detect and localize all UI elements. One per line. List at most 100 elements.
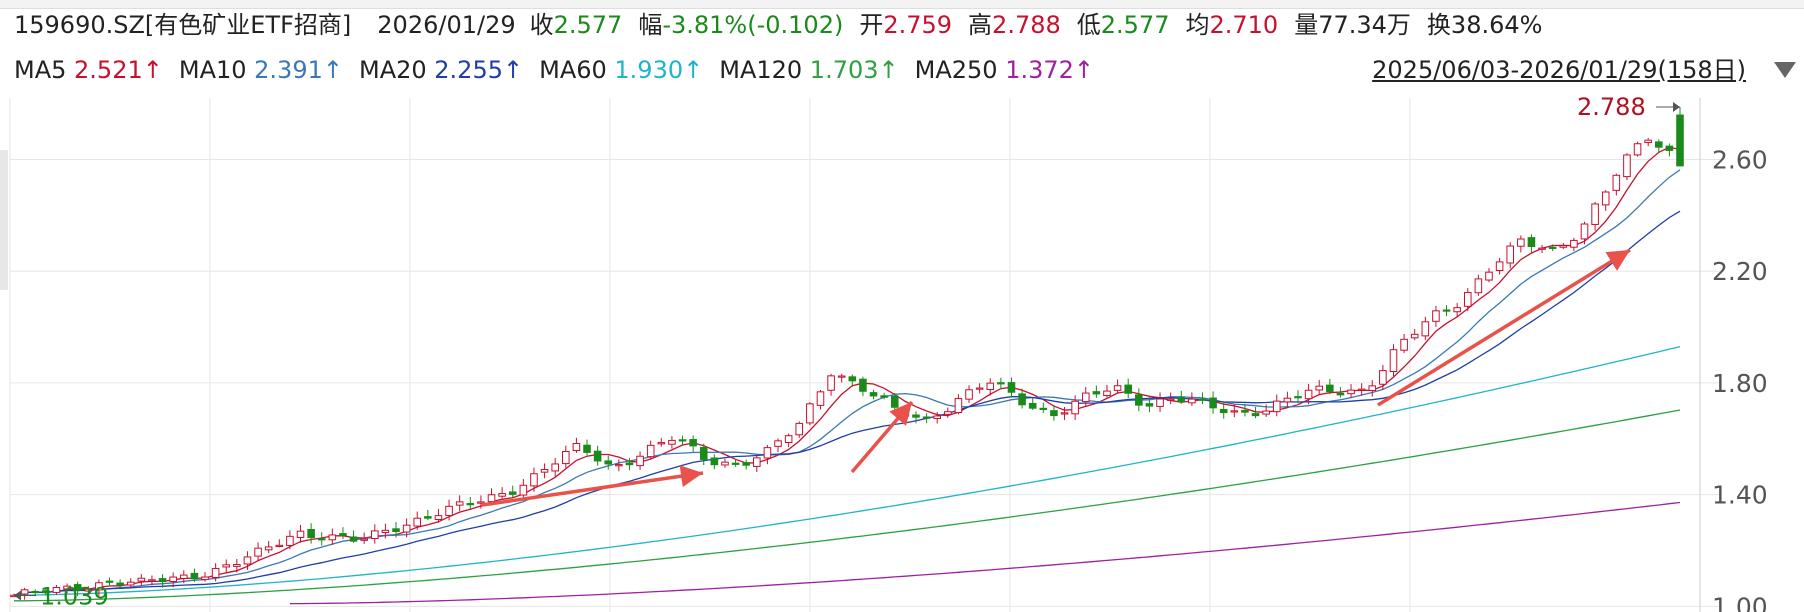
quote-value: 38.64% xyxy=(1450,11,1543,39)
candle-body xyxy=(498,493,506,497)
quote-item: 幅-3.81%(-0.102) xyxy=(638,11,843,39)
candle-body xyxy=(63,585,71,590)
candle-body xyxy=(1198,398,1207,401)
candle-body xyxy=(73,584,82,591)
candle-body xyxy=(816,391,825,406)
candle-body xyxy=(1060,412,1069,415)
ma60-line xyxy=(14,345,1681,596)
candle-body xyxy=(508,491,517,495)
quote-item: 开2.759 xyxy=(859,11,952,39)
ma-value: 2.391↑ xyxy=(254,56,343,84)
dropdown-triangle-icon[interactable] xyxy=(1774,62,1796,78)
candle-body xyxy=(1166,398,1175,401)
candle-body xyxy=(1241,409,1249,413)
candle-body xyxy=(466,503,475,506)
candle-body xyxy=(519,484,528,496)
candle-body xyxy=(1081,392,1090,403)
candle-body xyxy=(243,556,252,565)
candle-body xyxy=(360,538,368,541)
candle-body xyxy=(1124,384,1132,394)
candle-body xyxy=(339,533,347,536)
candle-body xyxy=(1538,247,1546,250)
candle-body xyxy=(1283,397,1292,403)
candle-body xyxy=(530,473,538,487)
quote-label: 量 xyxy=(1294,11,1319,39)
ma-label: MA5 xyxy=(14,56,75,84)
candle-body xyxy=(657,442,666,445)
candle-body xyxy=(837,375,846,378)
candle-body xyxy=(1092,391,1101,395)
trend-arrow-head xyxy=(889,402,912,426)
candle-body xyxy=(201,576,209,581)
candle-body xyxy=(1018,393,1026,406)
candle-body xyxy=(1304,389,1313,400)
candle-body xyxy=(721,461,729,466)
candle-body xyxy=(1219,409,1228,414)
side-handle[interactable] xyxy=(0,150,8,290)
candle-body xyxy=(477,501,485,504)
toolbar-strip xyxy=(0,0,1804,9)
candle-body xyxy=(859,378,867,392)
candle-body xyxy=(1506,245,1515,264)
quote-label: 开 xyxy=(859,11,884,39)
candle-body xyxy=(933,415,941,419)
candle-body xyxy=(986,382,995,391)
y-tick-label: 1.80 xyxy=(1712,369,1768,398)
candle-body xyxy=(763,447,772,459)
candle-body xyxy=(646,444,655,458)
candle-body xyxy=(1177,397,1186,403)
candle-body xyxy=(307,529,315,539)
ma-value: 1.930↑ xyxy=(614,56,704,84)
candle-body xyxy=(169,576,177,582)
candle-body xyxy=(233,564,241,567)
candle-body xyxy=(975,387,984,390)
ma-value: 1.372↑ xyxy=(1005,56,1095,84)
candle-body xyxy=(1389,349,1398,372)
candle-body xyxy=(222,564,231,568)
quote-value: 2.759 xyxy=(883,11,953,39)
candle-body xyxy=(1230,410,1239,413)
ma-item: MA250 1.372↑ xyxy=(915,56,1094,84)
candle-body xyxy=(1294,396,1302,399)
candle-body xyxy=(275,544,284,547)
candle-body xyxy=(1548,246,1557,249)
candle-body xyxy=(1400,338,1408,351)
ma-item: MA5 2.521↑ xyxy=(14,56,163,84)
candle-body xyxy=(1654,141,1663,148)
candle-body xyxy=(1591,203,1599,225)
quote-label: 均 xyxy=(1185,11,1210,39)
candle-body xyxy=(1188,398,1196,404)
candle-body xyxy=(869,392,878,397)
candle-body xyxy=(1463,292,1472,307)
candle-body xyxy=(1644,139,1652,144)
candle-body xyxy=(731,462,740,465)
quote-list: 收2.577 幅-3.81%(-0.102) 开2.759 高2.788 低2.577 均… xyxy=(530,11,1559,39)
trend-arrow-head xyxy=(679,465,703,488)
ma-item: MA60 1.930↑ xyxy=(539,56,703,84)
date-range-link[interactable]: 2025/06/03-2026/01/29(158日) xyxy=(1372,56,1746,84)
candle-body xyxy=(689,439,697,447)
quote-header: 159690.SZ[有色矿业ETF招商] 2026/01/29 收2.577 幅-3.… xyxy=(14,10,1558,40)
candle-body xyxy=(562,451,570,465)
candle-body xyxy=(392,528,400,533)
candle-body xyxy=(880,395,888,398)
ma-label: MA10 xyxy=(178,56,255,84)
candle-body xyxy=(1039,407,1048,410)
candle-body xyxy=(1495,261,1504,272)
candle-body xyxy=(1485,271,1493,281)
y-tick-label: 1.40 xyxy=(1712,481,1768,510)
candle-body xyxy=(1474,278,1483,294)
candle-body xyxy=(1379,370,1387,385)
candle-body xyxy=(158,578,167,583)
candle-body xyxy=(1432,310,1440,322)
candle-body xyxy=(593,450,602,462)
candle-body xyxy=(1156,398,1164,407)
candle-body xyxy=(1272,400,1281,413)
candle-body xyxy=(349,536,358,542)
candle-body xyxy=(413,517,422,527)
candle-body xyxy=(95,582,103,591)
quote-label: 收 xyxy=(529,11,554,39)
candlestick-chart[interactable]: 2.60 2.20 1.80 1.40 1.00 2.788 1.039 xyxy=(0,90,1804,612)
candle-body xyxy=(1315,385,1323,391)
candle-body xyxy=(625,462,634,466)
